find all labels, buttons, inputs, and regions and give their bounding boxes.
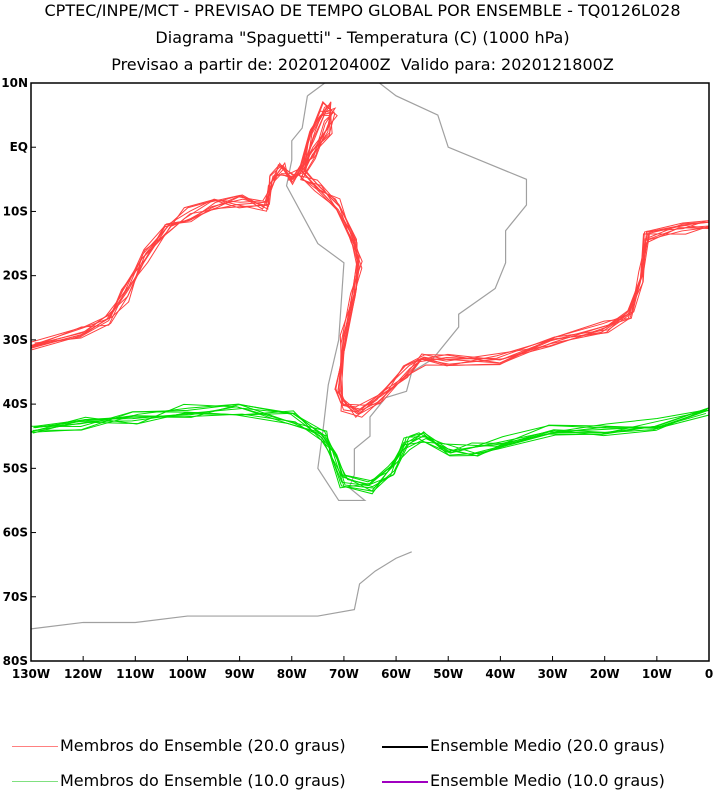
legend-item-mean-10: Ensemble Medio (10.0 graus) [382, 771, 665, 790]
x-tick-label: 10W [642, 667, 672, 681]
ensemble-member-line [31, 403, 709, 489]
legend-label: Membros do Ensemble (20.0 graus) [60, 736, 346, 755]
x-tick-label: 130W [12, 667, 50, 681]
ensemble-member-line [31, 110, 709, 415]
x-tick-label: 120W [64, 667, 102, 681]
y-tick-label: 80S [3, 654, 28, 668]
x-tick-label: 20W [590, 667, 620, 681]
ensemble-member-line [34, 406, 706, 495]
chart-title: CPTEC/INPE/MCT - PREVISAO DE TEMPO GLOBA… [44, 1, 681, 20]
y-tick-label: 30S [3, 333, 28, 347]
ensemble-member-line [32, 403, 709, 489]
spaghetti-map: 130W 120W 110W 100W 90W 80W 70W 60W 50W 40W 30W 20W… [1, 76, 713, 681]
x-tick-label: 50W [433, 667, 463, 681]
ensemble-member-line [31, 111, 709, 419]
legend-item-members-20: Membros do Ensemble (20.0 graus) [12, 736, 346, 755]
ensemble-member-line [31, 407, 709, 487]
plot-frame [30, 82, 710, 662]
x-tick-label: 70W [329, 667, 359, 681]
legend-item-mean-20: Ensemble Medio (20.0 graus) [382, 736, 665, 755]
y-tick-label: 10S [3, 204, 28, 218]
x-tick-label: 0 [705, 667, 713, 681]
legend-swatch [382, 780, 428, 783]
legend-label: Ensemble Medio (10.0 graus) [430, 771, 665, 790]
y-tick-label: 60S [3, 526, 28, 540]
x-tick-label: 80W [277, 667, 307, 681]
coastline [31, 551, 412, 630]
ensemble-member-line [31, 107, 709, 418]
legend-swatch [12, 746, 58, 747]
forecast-dates: Previsao a partir de: 2020120400Z Valido… [111, 55, 614, 74]
y-tick-label: EQ [10, 140, 28, 154]
legend-label: Ensemble Medio (20.0 graus) [430, 736, 665, 755]
ensemble-member-line [31, 102, 709, 406]
x-tick-label: 60W [381, 667, 411, 681]
ensemble-member-line [31, 106, 709, 415]
y-tick-label: 40S [3, 397, 28, 411]
coastline [285, 83, 528, 502]
ensemble-member-line [31, 114, 707, 408]
ensemble-member-line [31, 101, 709, 413]
chart-subtitle: Diagrama "Spaguetti" - Temperatura (C) (… [155, 28, 570, 47]
legend-swatch [12, 781, 58, 782]
x-tick-label: 90W [225, 667, 255, 681]
ensemble-member-line [32, 412, 707, 492]
legend-label: Membros do Ensemble (10.0 graus) [60, 771, 346, 790]
x-tick-label: 30W [538, 667, 568, 681]
y-tick-label: 50S [3, 461, 28, 475]
y-tick-label: 10N [1, 76, 28, 90]
legend-swatch [382, 745, 428, 748]
ensemble-member-line [34, 103, 709, 411]
y-tick-label: 20S [3, 269, 28, 283]
legend-item-members-10: Membros do Ensemble (10.0 graus) [12, 771, 346, 790]
ensemble-member-line [32, 100, 709, 411]
y-tick-label: 70S [3, 590, 28, 604]
x-tick-label: 110W [116, 667, 154, 681]
x-tick-label: 100W [168, 667, 206, 681]
ensemble-member-line [34, 102, 706, 413]
x-tick-label: 40W [485, 667, 515, 681]
